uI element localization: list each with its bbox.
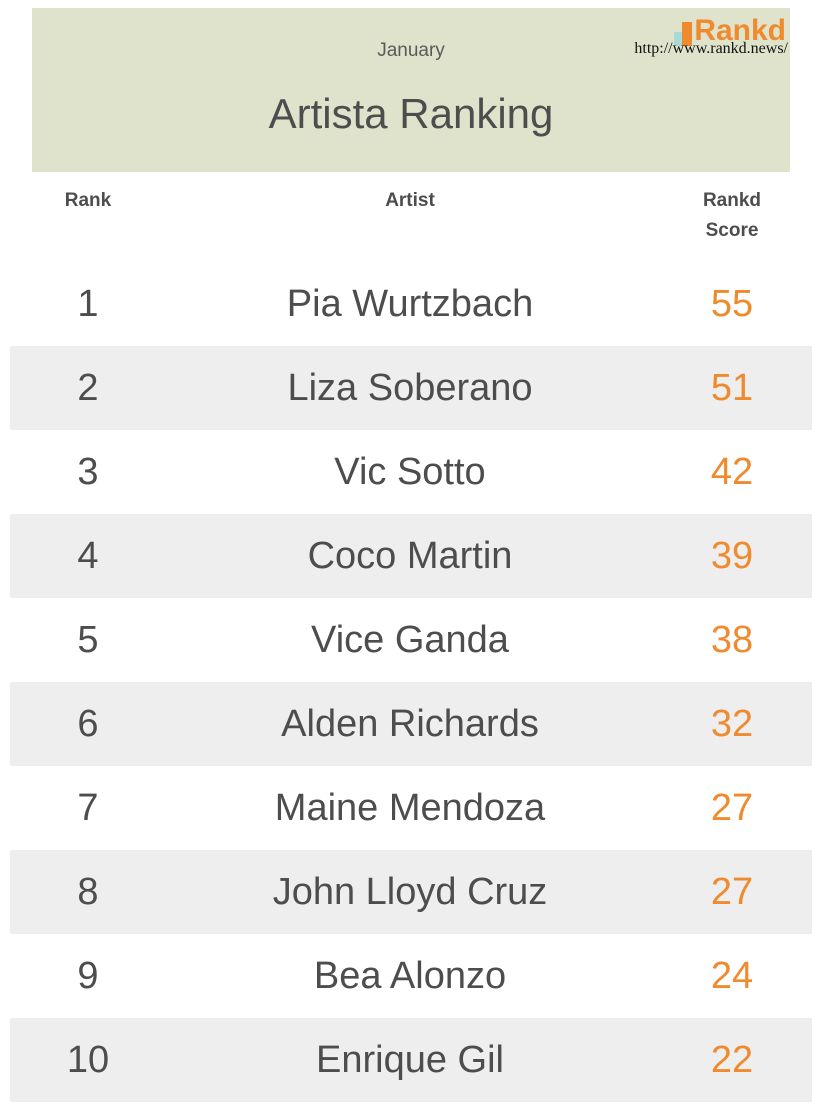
artist-cell: Vice Ganda [311, 619, 509, 661]
rank-cell: 3 [77, 451, 99, 493]
score-cell: 39 [710, 535, 754, 577]
column-header-score-line2: Score [705, 220, 759, 241]
artist-cell: Liza Soberano [287, 367, 533, 409]
score-cell: 27 [710, 787, 754, 829]
rank-cell: 8 [77, 871, 99, 913]
page-title: Artista Ranking [268, 90, 554, 137]
brand-logo[interactable]: Rankd [674, 14, 786, 46]
table-row: 4 Coco Martin 39 [10, 514, 812, 598]
rank-cell: 4 [77, 535, 99, 577]
rank-cell: 5 [77, 619, 99, 661]
score-cell: 51 [710, 367, 754, 409]
table-row: 7 Maine Mendoza 27 [10, 766, 812, 850]
column-header-artist: Artist [385, 190, 435, 211]
score-cell: 55 [710, 283, 754, 325]
artist-cell: Maine Mendoza [274, 787, 546, 829]
artist-cell: John Lloyd Cruz [272, 871, 548, 913]
rank-cell: 1 [77, 283, 99, 325]
brand-name: Rankd [694, 14, 786, 47]
artist-cell: Bea Alonzo [313, 955, 507, 997]
artist-cell: Alden Richards [281, 703, 539, 745]
table-row: 2 Liza Soberano 51 [10, 346, 812, 430]
artist-cell: Vic Sotto [334, 451, 486, 493]
table-row: 9 Bea Alonzo 24 [10, 934, 812, 1018]
table-row: 8 John Lloyd Cruz 27 [10, 850, 812, 934]
table-row: 6 Alden Richards 32 [10, 682, 812, 766]
score-cell: 27 [710, 871, 754, 913]
table-row: 5 Vice Ganda 38 [10, 598, 812, 682]
table-row: 10 Enrique Gil 22 [10, 1018, 812, 1102]
score-cell: 42 [710, 451, 754, 493]
column-header-score-line1: Rankd [702, 190, 762, 211]
score-cell: 24 [710, 955, 754, 997]
header-band: January Artista Ranking [32, 8, 790, 172]
column-header-rank: Rank [64, 190, 112, 211]
table-row: 1 Pia Wurtzbach 55 [10, 262, 812, 346]
rank-cell: 9 [77, 955, 99, 997]
artist-cell: Coco Martin [307, 535, 513, 577]
source-url[interactable]: http://www.rankd.news/ [634, 40, 788, 57]
rankd-logo-icon [674, 18, 693, 46]
ranking-table: 1 Pia Wurtzbach 55 2 Liza Soberano 51 3 Vic Sot… [10, 262, 812, 1102]
score-cell: 38 [710, 619, 754, 661]
artist-cell: Enrique Gil [316, 1039, 504, 1081]
rank-cell: 10 [66, 1039, 110, 1081]
month-label: January [377, 40, 445, 61]
artist-cell: Pia Wurtzbach [286, 283, 534, 325]
score-cell: 32 [710, 703, 754, 745]
rank-cell: 6 [77, 703, 99, 745]
rank-cell: 2 [77, 367, 99, 409]
score-cell: 22 [710, 1039, 754, 1081]
column-header-score: Rankd Score [672, 186, 792, 246]
table-row: 3 Vic Sotto 42 [10, 430, 812, 514]
rank-cell: 7 [77, 787, 99, 829]
